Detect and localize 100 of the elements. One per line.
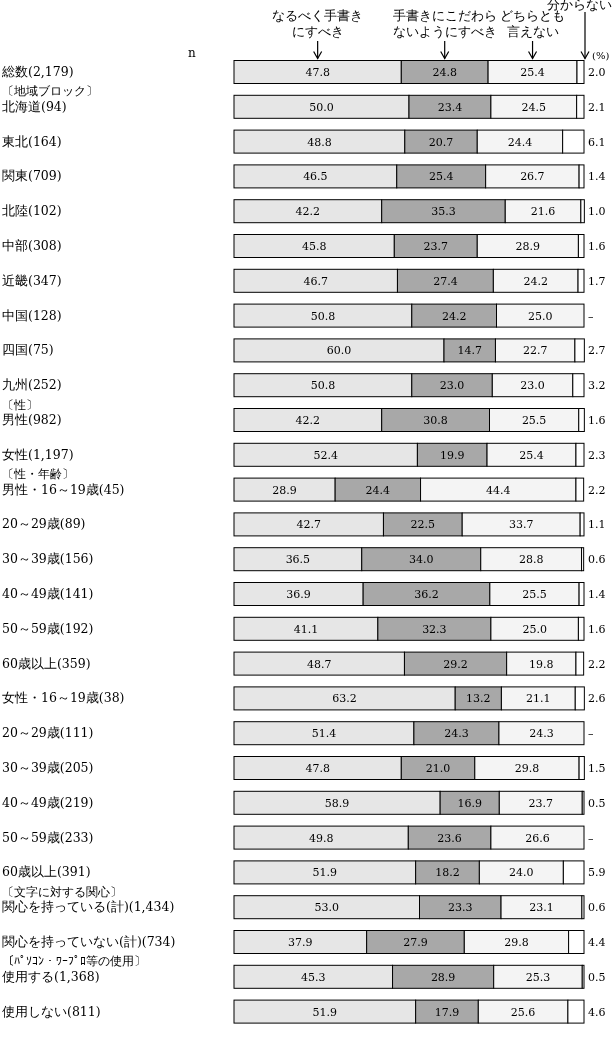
data-label: 36.5 xyxy=(285,553,311,567)
data-label: 35.3 xyxy=(431,205,456,219)
data-label: 47.8 xyxy=(305,66,330,79)
data-label: 42.7 xyxy=(296,518,321,532)
data-label: 23.0 xyxy=(520,379,545,393)
data-label: – xyxy=(588,309,594,323)
y-tick-label: 中国(128) xyxy=(2,307,62,323)
y-tick-label: 20～29歳(111) xyxy=(2,725,94,741)
data-label: 28.9 xyxy=(515,240,541,253)
data-label: 2.2 xyxy=(588,657,606,671)
data-label: 14.7 xyxy=(457,344,482,358)
data-label: 5.9 xyxy=(588,866,606,880)
y-tick-label: 使用しない(811) xyxy=(2,1003,101,1019)
data-label: 50.0 xyxy=(309,100,334,114)
y-tick-label: 50～59歳(233) xyxy=(2,829,94,845)
y-tick-label: 30～39歳(156) xyxy=(2,551,94,567)
data-label: 45.3 xyxy=(301,970,326,984)
data-label: 48.8 xyxy=(307,135,332,149)
data-label: 2.1 xyxy=(588,100,606,114)
data-label: 28.8 xyxy=(518,553,544,567)
data-label: 53.0 xyxy=(314,901,339,915)
y-tick-label: 40～49歳(141) xyxy=(2,586,94,601)
data-label: 44.4 xyxy=(486,483,511,497)
data-label: 63.2 xyxy=(332,692,357,706)
data-label: 25.4 xyxy=(520,66,545,79)
data-label: 25.6 xyxy=(510,1005,536,1019)
data-label: 26.7 xyxy=(520,170,545,184)
data-label: 2.6 xyxy=(588,692,606,706)
data-label: 24.4 xyxy=(507,135,533,149)
y-tick-label: 60歳以上(359) xyxy=(2,655,91,671)
y-tick-label: 50～59歳(192) xyxy=(2,620,94,636)
y-tick-label: 東北(164) xyxy=(2,133,62,149)
data-label: 1.5 xyxy=(588,762,606,775)
y-tick-label: 使用する(1,368) xyxy=(2,968,100,984)
data-label: 23.3 xyxy=(448,901,473,915)
data-label: 24.2 xyxy=(523,274,548,288)
data-label: 19.8 xyxy=(529,657,554,671)
y-tick-label: 総数(2,179) xyxy=(1,64,74,79)
data-label: 25.3 xyxy=(525,970,551,984)
y-tick-label: 〔地域ブロック〕 xyxy=(2,84,98,99)
y-tick-label: 関東(709) xyxy=(2,168,62,184)
data-label: 36.9 xyxy=(286,588,311,601)
data-label: 16.9 xyxy=(457,796,482,810)
y-tick-label: 20～29歳(89) xyxy=(2,516,86,532)
data-label: 25.0 xyxy=(528,309,553,323)
data-label: 23.4 xyxy=(437,100,463,114)
data-label: 48.7 xyxy=(306,657,332,671)
data-label: 23.0 xyxy=(439,379,465,393)
data-label: 28.9 xyxy=(272,483,297,497)
data-label: 0.5 xyxy=(588,970,606,984)
data-label: 42.2 xyxy=(295,205,321,219)
data-label: 1.6 xyxy=(588,240,606,253)
y-tick-label: 中部(308) xyxy=(2,238,62,253)
y-tick-label: 40～49歳(219) xyxy=(2,794,94,810)
data-label: 29.8 xyxy=(514,762,540,775)
data-label: 21.0 xyxy=(425,762,451,775)
data-label: 25.5 xyxy=(522,588,547,601)
y-tick-label: 関心を持っている(計)(1,434) xyxy=(2,899,175,915)
data-label: 21.6 xyxy=(530,205,556,219)
data-label: 52.4 xyxy=(313,448,338,462)
data-label: 19.9 xyxy=(439,448,465,462)
y-tick-label: 北陸(102) xyxy=(2,203,62,219)
y-tick-label: 〔ﾊﾟｿｺﾝ・ﾜｰﾌﾟﾛ等の使用〕 xyxy=(2,954,146,969)
data-label: 1.0 xyxy=(588,205,606,219)
data-label: 23.7 xyxy=(528,796,554,810)
data-label: – xyxy=(588,831,594,845)
data-label: 47.8 xyxy=(305,762,330,775)
data-label: 27.4 xyxy=(433,274,458,288)
data-label: 24.0 xyxy=(509,866,534,880)
data-label: 1.6 xyxy=(588,622,606,636)
data-label: 29.8 xyxy=(504,936,529,949)
data-label: 1.7 xyxy=(588,274,606,288)
data-label: 1.6 xyxy=(588,414,606,427)
y-tick-label: 関心を持っていない(計)(734) xyxy=(2,934,176,949)
data-label: 24.4 xyxy=(365,483,391,497)
data-label: 0.6 xyxy=(588,553,606,567)
data-label: 33.7 xyxy=(508,518,534,532)
data-label: 29.2 xyxy=(443,657,468,671)
y-tick-label: 九州(252) xyxy=(2,377,62,393)
data-label: 21.1 xyxy=(526,692,551,706)
data-label: 4.6 xyxy=(588,1005,606,1019)
data-label: 36.2 xyxy=(414,588,439,601)
data-label: 24.8 xyxy=(432,66,457,79)
data-label: 3.2 xyxy=(588,379,606,393)
data-label: 50.8 xyxy=(310,309,336,323)
data-label: 60.0 xyxy=(326,344,352,358)
data-label: 23.6 xyxy=(437,831,462,845)
data-label: 50.8 xyxy=(310,379,336,393)
data-label: 25.5 xyxy=(521,414,547,427)
y-tick-label: 近畿(347) xyxy=(2,272,62,288)
y-tick-label: 〔文字に対する関心〕 xyxy=(2,884,122,899)
data-label: 2.3 xyxy=(588,448,606,462)
data-label: 46.7 xyxy=(303,274,328,288)
y-tick-label: 〔性・年齢〕 xyxy=(2,467,74,482)
series-label: 手書きにこだわらないようにすべき xyxy=(392,8,497,39)
data-label: 24.5 xyxy=(521,100,547,114)
text: n xyxy=(188,45,196,60)
data-label: 23.1 xyxy=(529,901,554,915)
data-label: 1.1 xyxy=(588,518,606,532)
data-label: 6.1 xyxy=(588,135,606,149)
